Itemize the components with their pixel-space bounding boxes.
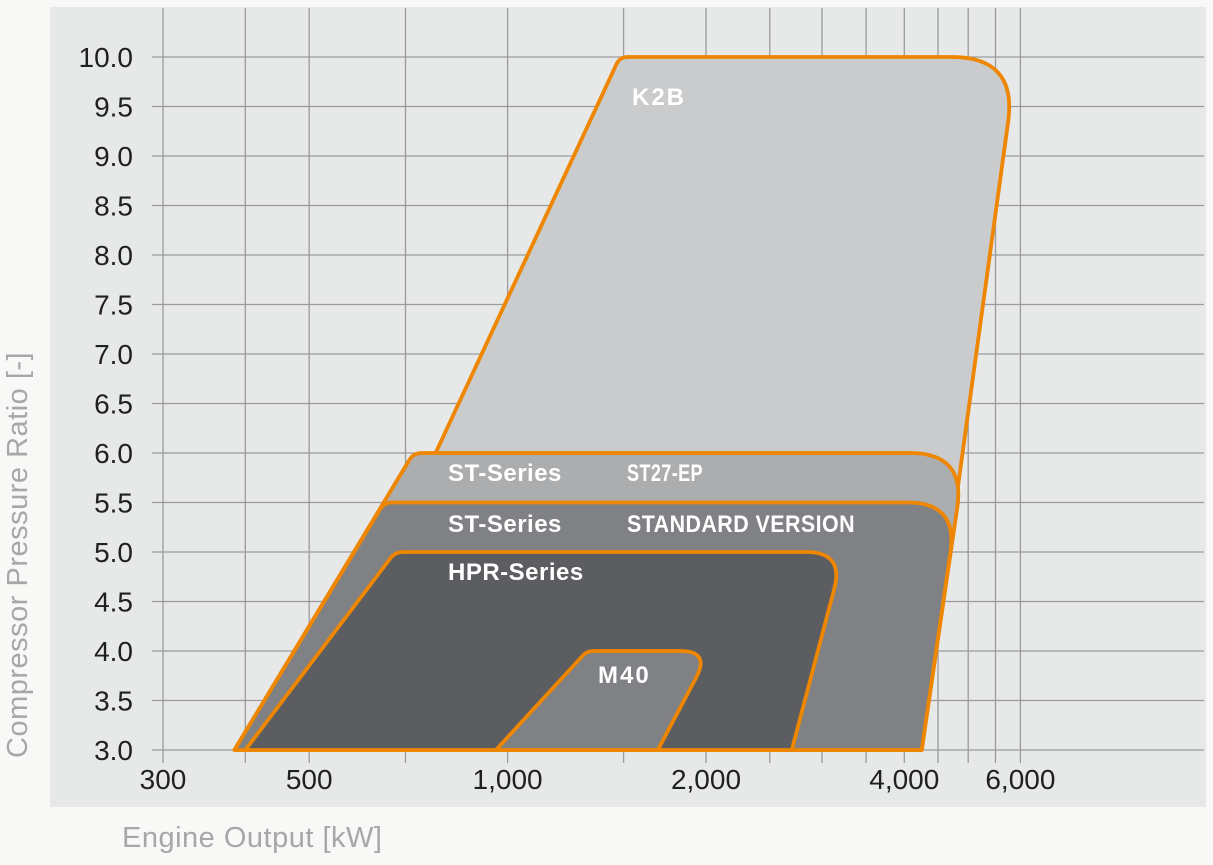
region-hpr-series (243, 550, 839, 752)
y-tick-label-5.0: 5.0 (94, 537, 133, 568)
y-tick-label-4.0: 4.0 (94, 636, 133, 667)
y-tick-label-3.0: 3.0 (94, 735, 133, 766)
x-tick-label-300: 300 (140, 764, 187, 795)
y-tick-label-9.5: 9.5 (94, 92, 133, 123)
y-tick-label-9.0: 9.0 (94, 141, 133, 172)
region-m40 (494, 649, 703, 752)
region-label-st-series: ST-Series (448, 460, 562, 487)
x-tick-label-500: 500 (286, 764, 333, 795)
x-axis-title: Engine Output [kW] (122, 822, 383, 854)
region-label-st-series: ST-Series (448, 511, 562, 538)
y-tick-label-6.0: 6.0 (94, 438, 133, 469)
y-tick-label-5.5: 5.5 (94, 488, 133, 519)
y-tick-label-7.0: 7.0 (94, 339, 133, 370)
y-tick-label-3.5: 3.5 (94, 686, 133, 717)
x-tick-label-6000: 6,000 (985, 764, 1055, 795)
region-label-st27-ep: ST27-EP (627, 460, 703, 487)
y-axis-title: Compressor Pressure Ratio [-] (2, 351, 34, 758)
y-tick-label-8.5: 8.5 (94, 191, 133, 222)
x-tick-label-4000: 4,000 (869, 764, 939, 795)
region-label-m40: M40 (598, 662, 651, 689)
y-tick-label-6.5: 6.5 (94, 389, 133, 420)
x-tick-label-1000: 1,000 (473, 764, 543, 795)
x-tick-label-2000: 2,000 (671, 764, 741, 795)
region-label-k2b: K2B (632, 84, 686, 111)
y-tick-label-4.5: 4.5 (94, 587, 133, 618)
region-label-standard-version: STANDARD VERSION (627, 511, 855, 538)
region-label-hpr-series: HPR-Series (448, 559, 584, 586)
y-tick-label-7.5: 7.5 (94, 290, 133, 321)
y-tick-label-8.0: 8.0 (94, 240, 133, 271)
y-tick-label-10.0: 10.0 (79, 42, 134, 73)
